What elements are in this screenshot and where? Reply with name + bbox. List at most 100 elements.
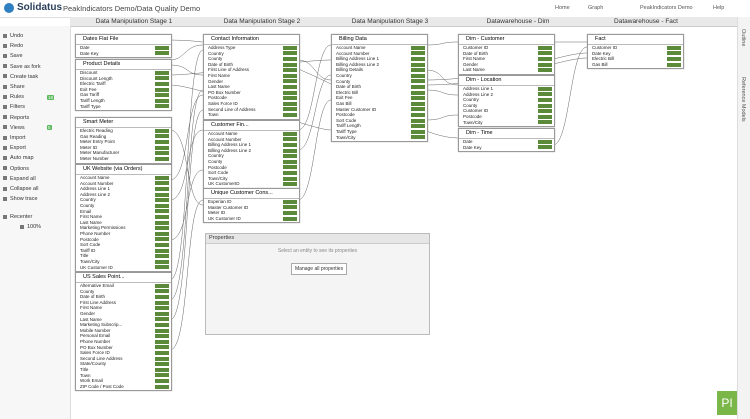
entity-title[interactable]: Dim - Time: [459, 129, 554, 139]
field[interactable]: Date: [80, 45, 90, 50]
field[interactable]: Town/City: [208, 175, 228, 181]
field[interactable]: Town/City: [336, 134, 356, 140]
field[interactable]: Gas Reading: [80, 133, 107, 139]
field[interactable]: Personal Email: [80, 333, 111, 339]
field[interactable]: County: [336, 78, 351, 84]
entity[interactable]: UK Website (via Orders) Account Name Accou…: [75, 164, 172, 273]
field[interactable]: State/County: [80, 361, 107, 367]
field[interactable]: Marketing Subscrip...: [80, 322, 123, 328]
field[interactable]: Electric Bill: [336, 89, 359, 95]
field[interactable]: Last Name: [463, 67, 485, 73]
field[interactable]: Tariff Type: [80, 103, 101, 109]
field[interactable]: First Name: [80, 305, 103, 311]
entity[interactable]: Dim - Customer Customer ID Date of Birth Fi…: [458, 34, 555, 75]
field[interactable]: Exit Fee: [80, 86, 97, 92]
field[interactable]: Date of Birth: [208, 61, 234, 67]
entity-title[interactable]: Unique Customer Cons...: [204, 189, 299, 199]
field[interactable]: Experian ID: [208, 199, 232, 204]
field[interactable]: Gender: [208, 78, 224, 84]
field[interactable]: Account Number: [80, 180, 114, 186]
field[interactable]: ZIP Code / Post Code: [80, 383, 124, 389]
field[interactable]: Town/City: [463, 119, 483, 125]
field[interactable]: First Name: [208, 73, 231, 78]
entity-title[interactable]: Product Details: [76, 60, 171, 70]
field[interactable]: Postcode: [208, 164, 227, 170]
field[interactable]: Country: [208, 50, 224, 56]
field[interactable]: Town: [208, 112, 219, 118]
field[interactable]: Postcode: [463, 114, 482, 119]
field[interactable]: UK Customer ID: [208, 215, 241, 221]
field[interactable]: Work Email: [80, 378, 103, 384]
toolbar-item[interactable]: Undo: [3, 33, 23, 39]
field[interactable]: First Name: [463, 56, 486, 62]
field[interactable]: UK CustomerID: [208, 181, 240, 187]
field[interactable]: Electric Bill: [592, 56, 615, 62]
field[interactable]: Exit Fee: [336, 95, 353, 101]
field[interactable]: Phone Number: [80, 339, 111, 344]
field[interactable]: Tariff Type: [336, 129, 357, 134]
field[interactable]: Gas Bill: [592, 61, 608, 67]
field[interactable]: Alternative Email: [80, 283, 114, 288]
field[interactable]: Phone Number: [80, 231, 111, 236]
field[interactable]: Sort Code: [80, 242, 101, 248]
field[interactable]: Postcode: [80, 236, 99, 242]
field[interactable]: Customer ID: [463, 108, 489, 114]
nav-link[interactable]: Help: [713, 5, 725, 11]
field[interactable]: Customer ID: [592, 45, 618, 50]
toolbar-item[interactable]: Collapse all: [3, 186, 38, 192]
field[interactable]: Address Line 1: [463, 86, 494, 91]
field[interactable]: Meter Entry Point: [80, 139, 115, 145]
toolbar-item[interactable]: Reports: [3, 115, 29, 121]
entity-title[interactable]: Customer Fin...: [204, 121, 299, 131]
field[interactable]: Country: [336, 73, 352, 78]
field[interactable]: Billing Details: [336, 67, 364, 73]
entity[interactable]: Unique Customer Cons... Experian ID Master…: [203, 188, 300, 224]
field[interactable]: County: [208, 56, 223, 62]
toolbar-item[interactable]: Expand all: [3, 176, 36, 182]
field[interactable]: Second Line of Address: [208, 106, 256, 112]
field[interactable]: Address Line 2: [80, 191, 111, 197]
field[interactable]: Country: [463, 97, 479, 103]
toolbar-item[interactable]: Rules: [3, 94, 24, 100]
field[interactable]: Electric Tariff: [80, 81, 106, 87]
entity[interactable]: Dates Flat File Date Date Key: [75, 34, 172, 59]
field[interactable]: Electric Reading: [80, 128, 113, 133]
field[interactable]: County: [80, 288, 95, 294]
field[interactable]: Date of Birth: [80, 294, 106, 300]
nav-link[interactable]: PeakIndicators Demo: [640, 5, 693, 11]
field[interactable]: Discount: [80, 70, 98, 75]
entity[interactable]: Dim - Time Date Date Key: [458, 128, 555, 153]
field[interactable]: Account Name: [208, 131, 238, 136]
side-tab[interactable]: Reference Models: [740, 77, 746, 122]
field[interactable]: Last Name: [208, 84, 230, 90]
field[interactable]: First Line Address: [80, 299, 117, 305]
toolbar-item[interactable]: Share: [3, 84, 25, 90]
entity[interactable]: Fact Customer ID Date Key Electric Bill Gas …: [587, 34, 684, 70]
field[interactable]: Account Number: [336, 50, 370, 56]
field[interactable]: Mobile Number: [80, 327, 111, 333]
toolbar-item[interactable]: Import: [3, 135, 26, 141]
field[interactable]: First Name: [80, 214, 103, 220]
entity[interactable]: Product Details Discount Discount Length El…: [75, 59, 172, 112]
entity-title[interactable]: Dim - Customer: [459, 35, 554, 45]
field[interactable]: Tariff Length: [80, 98, 105, 103]
side-tab[interactable]: Outline: [740, 29, 746, 47]
entity-title[interactable]: UK Website (via Orders): [76, 165, 171, 175]
toolbar-item[interactable]: Save as fork: [3, 64, 41, 70]
nav-link[interactable]: Home: [555, 5, 570, 11]
field[interactable]: Date of Birth: [336, 84, 362, 90]
field[interactable]: Town: [80, 372, 91, 378]
field[interactable]: Sales Force ID: [208, 101, 238, 106]
field[interactable]: County: [208, 159, 223, 164]
entity-title[interactable]: US Sales Point...: [76, 273, 171, 283]
toolbar-item[interactable]: Auto map: [3, 155, 34, 161]
field[interactable]: Meter ID: [80, 144, 98, 150]
toolbar-item[interactable]: Redo: [3, 43, 23, 49]
field[interactable]: Postcode: [336, 112, 355, 118]
field[interactable]: Email: [80, 208, 92, 214]
field[interactable]: PO Box Number: [80, 344, 113, 350]
field[interactable]: Customer ID: [463, 45, 489, 50]
field[interactable]: Gas Bill: [336, 101, 352, 106]
field[interactable]: PO Box Number: [208, 89, 241, 95]
field[interactable]: Country: [80, 197, 96, 203]
